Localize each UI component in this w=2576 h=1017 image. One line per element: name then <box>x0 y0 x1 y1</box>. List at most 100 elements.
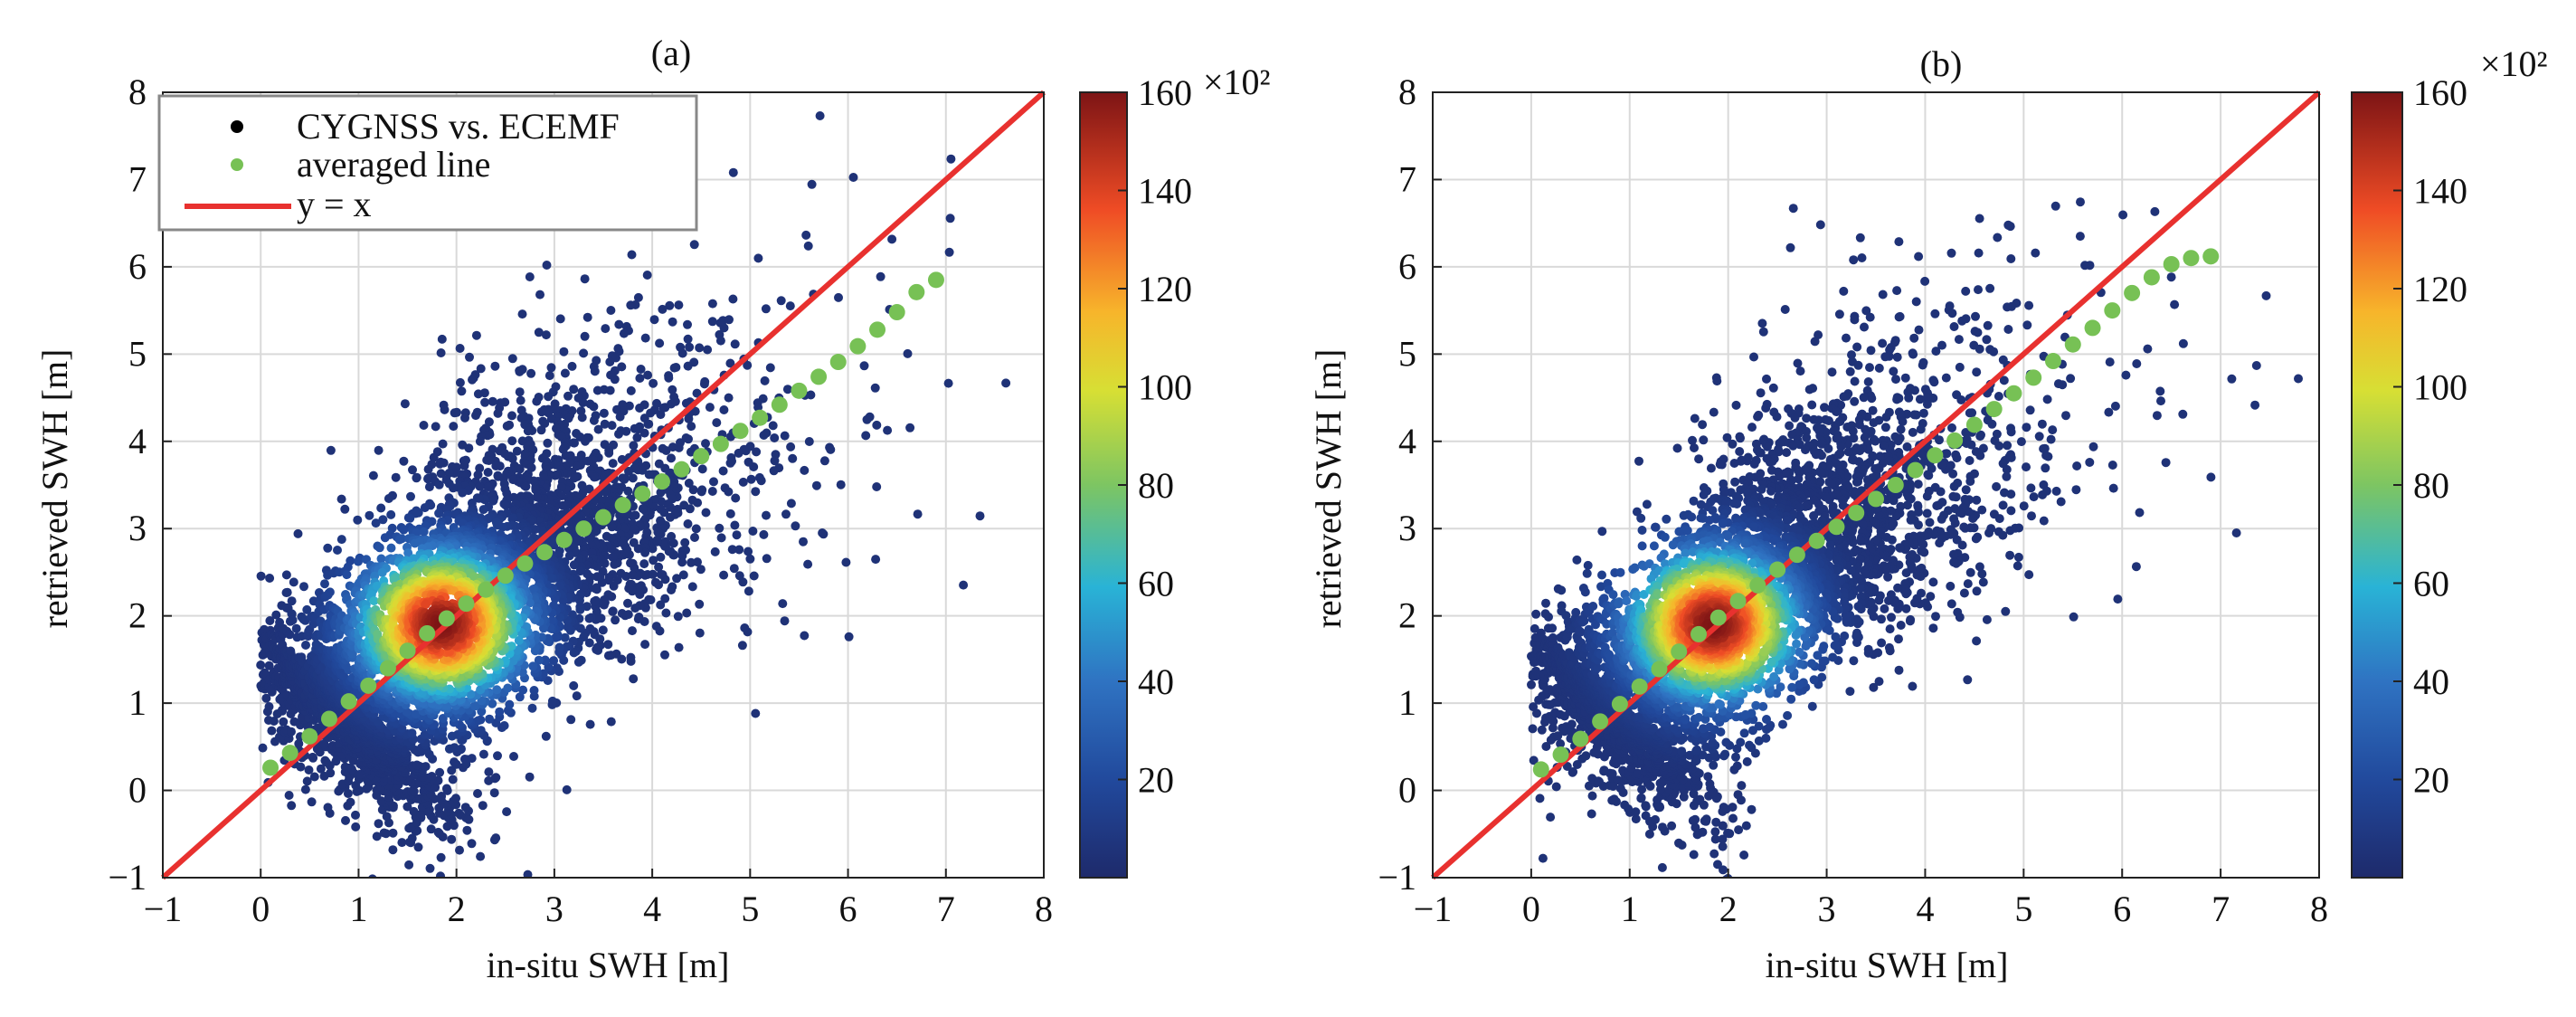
density-point <box>569 680 579 690</box>
density-point <box>656 552 666 562</box>
density-point <box>450 408 459 418</box>
density-point <box>841 557 851 567</box>
density-point <box>801 230 811 240</box>
density-point <box>438 439 448 449</box>
density-point <box>490 361 500 371</box>
density-point <box>258 743 268 753</box>
density-point <box>376 503 386 513</box>
density-point <box>541 731 551 741</box>
density-point <box>536 407 546 417</box>
density-point <box>287 801 297 811</box>
density-point <box>688 485 698 495</box>
density-point <box>256 571 266 581</box>
density-point <box>776 296 786 306</box>
density-point <box>419 527 429 537</box>
density-point <box>672 574 682 584</box>
density-point <box>786 442 796 451</box>
density-point <box>449 483 458 493</box>
density-point <box>433 827 443 837</box>
density-point <box>421 762 431 772</box>
density-point <box>528 661 538 671</box>
density-point <box>299 582 308 592</box>
density-point <box>333 546 342 555</box>
density-point <box>499 721 509 730</box>
density-point <box>585 719 595 729</box>
density-point <box>778 599 788 609</box>
density-point <box>405 513 415 523</box>
density-point <box>599 408 609 418</box>
density-point <box>619 538 629 548</box>
density-point <box>603 651 613 661</box>
density-point <box>424 482 434 492</box>
density-point <box>872 420 882 430</box>
density-point <box>489 788 499 798</box>
density-point <box>409 786 419 796</box>
density-point <box>654 562 664 572</box>
density-point <box>680 537 690 547</box>
density-point <box>712 418 722 428</box>
density-point <box>319 739 329 749</box>
density-point <box>501 500 511 510</box>
density-point <box>667 585 677 594</box>
density-point <box>555 314 565 324</box>
density-point <box>493 408 503 418</box>
density-point <box>593 424 603 434</box>
density-point <box>626 385 636 395</box>
density-point <box>834 292 843 302</box>
density-point <box>532 492 542 502</box>
density-point <box>575 566 585 576</box>
density-point <box>388 845 398 855</box>
density-point <box>296 762 306 772</box>
density-point <box>623 598 632 608</box>
density-point <box>592 572 602 582</box>
density-point <box>590 366 600 376</box>
density-point <box>975 511 985 521</box>
density-point <box>320 579 329 589</box>
density-point <box>397 838 407 848</box>
density-point <box>508 475 518 485</box>
density-point <box>467 754 477 764</box>
density-point <box>372 832 382 841</box>
density-point <box>658 304 668 314</box>
density-point <box>683 319 692 329</box>
density-point <box>608 552 618 562</box>
density-point <box>608 606 618 616</box>
density-point <box>632 432 642 442</box>
density-point <box>639 428 649 438</box>
density-point <box>525 272 535 281</box>
density-point <box>286 646 296 656</box>
density-point <box>740 623 750 632</box>
density-point <box>871 555 881 565</box>
density-point <box>431 422 440 432</box>
density-point <box>707 317 717 327</box>
density-point <box>696 487 706 497</box>
density-point <box>265 574 275 583</box>
density-point <box>683 519 693 528</box>
density-point <box>288 615 298 625</box>
density-point <box>664 373 674 383</box>
density-point <box>683 361 693 371</box>
density-point <box>607 421 617 431</box>
density-point <box>749 571 759 581</box>
density-point <box>581 436 590 446</box>
density-point <box>436 852 446 862</box>
density-point <box>762 510 771 520</box>
panel-a-label: (a) <box>651 33 691 73</box>
density-point <box>691 524 701 534</box>
density-point <box>569 385 579 394</box>
density-point <box>639 559 649 569</box>
density-point <box>804 437 814 446</box>
density-point <box>615 412 625 422</box>
density-point <box>707 487 717 496</box>
density-point <box>617 454 627 464</box>
density-point <box>636 365 646 374</box>
density-point <box>300 784 310 794</box>
density-point <box>697 464 707 474</box>
density-point <box>408 465 417 475</box>
density-point <box>944 247 954 257</box>
density-point <box>365 510 374 520</box>
density-point <box>677 551 687 561</box>
density-point <box>770 433 780 442</box>
density-point <box>584 534 594 544</box>
density-point <box>336 494 346 504</box>
